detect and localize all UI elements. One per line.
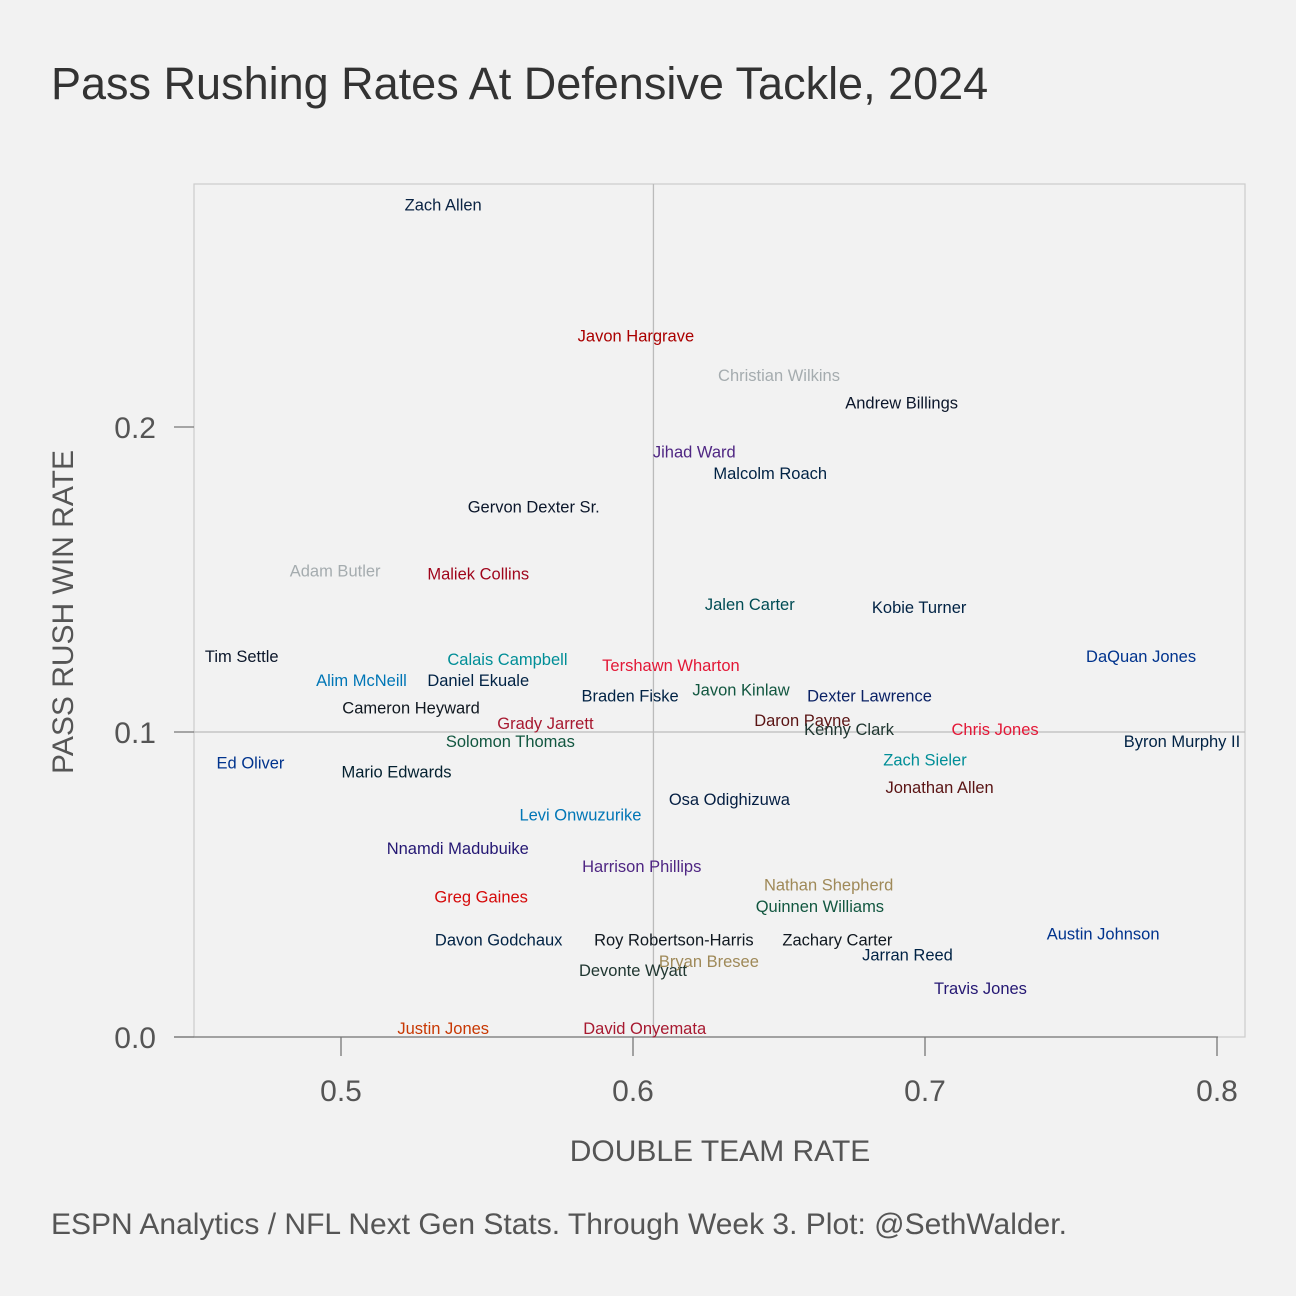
point-label: Davon Godchaux xyxy=(435,931,563,949)
point-label: Cameron Heyward xyxy=(342,700,480,718)
point-labels: Zach Allen Javon Hargrave Christian Wilkin… xyxy=(205,196,1240,1038)
point-label: Mario Edwards xyxy=(341,764,451,782)
point-label: Justin Jones xyxy=(397,1020,489,1038)
point-label: DaQuan Jones xyxy=(1086,648,1196,666)
point-label: Austin Johnson xyxy=(1047,925,1160,943)
y-tick-label: 0.0 xyxy=(114,1022,156,1055)
point-label: Grady Jarrett xyxy=(497,715,594,733)
point-label: Alim McNeill xyxy=(316,672,407,690)
y-tick-label: 0.1 xyxy=(114,717,156,750)
axes: 0.5 0.6 0.7 0.8 0.0 0.1 0.2 xyxy=(114,412,1238,1108)
point-label: Solomon Thomas xyxy=(446,733,575,751)
x-tick-label: 0.5 xyxy=(320,1075,362,1108)
point-label: Christian Wilkins xyxy=(718,367,840,385)
chart-title: Pass Rushing Rates At Defensive Tackle, … xyxy=(51,58,989,109)
point-label: Jarran Reed xyxy=(862,947,953,965)
point-label: Zachary Carter xyxy=(782,931,893,949)
point-label: Calais Campbell xyxy=(447,651,567,669)
point-label: Nathan Shepherd xyxy=(764,877,893,895)
point-label: Travis Jones xyxy=(934,980,1027,998)
point-label: Ed Oliver xyxy=(217,755,285,773)
point-label: Malcolm Roach xyxy=(713,465,827,483)
point-label: Greg Gaines xyxy=(434,889,528,907)
point-label: Harrison Phillips xyxy=(582,858,701,876)
point-label: Kenny Clark xyxy=(804,721,895,739)
point-label: Zach Allen xyxy=(405,196,482,214)
point-label: Javon Kinlaw xyxy=(692,681,789,699)
point-label: Javon Hargrave xyxy=(578,328,694,346)
reference-lines xyxy=(194,184,1245,1037)
point-label: Jihad Ward xyxy=(653,443,736,461)
point-label: Devonte Wyatt xyxy=(579,962,687,980)
chart-caption: ESPN Analytics / NFL Next Gen Stats. Thr… xyxy=(51,1208,1067,1241)
point-label: Tershawn Wharton xyxy=(602,657,740,675)
point-label: Chris Jones xyxy=(952,721,1039,739)
point-label: Maliek Collins xyxy=(427,565,529,583)
point-label: Andrew Billings xyxy=(845,395,958,413)
point-label: Braden Fiske xyxy=(581,687,678,705)
point-label: Dexter Lawrence xyxy=(807,687,932,705)
point-label: Jonathan Allen xyxy=(885,779,993,797)
point-label: Byron Murphy II xyxy=(1124,733,1240,751)
point-label: Adam Butler xyxy=(290,562,381,580)
point-label: Kobie Turner xyxy=(872,599,967,617)
x-tick-label: 0.6 xyxy=(612,1075,654,1108)
point-label: Daron Payne xyxy=(754,712,850,730)
point-label: Levi Onwuzurike xyxy=(519,806,641,824)
point-label: Tim Settle xyxy=(205,648,279,666)
point-label: Quinnen Williams xyxy=(756,898,884,916)
point-label: Gervon Dexter Sr. xyxy=(468,498,600,516)
plot-panel xyxy=(193,183,1246,1038)
point-label: Jalen Carter xyxy=(705,596,795,614)
point-label: Osa Odighizuwa xyxy=(669,791,791,809)
point-label: Daniel Ekuale xyxy=(427,672,529,690)
x-tick-label: 0.7 xyxy=(904,1075,946,1108)
point-label: David Onyemata xyxy=(583,1020,707,1038)
point-label: Nnamdi Madubuike xyxy=(387,840,529,858)
point-label: Zach Sieler xyxy=(883,751,967,769)
y-tick-label: 0.2 xyxy=(114,412,156,445)
x-tick-label: 0.8 xyxy=(1196,1075,1238,1108)
x-axis-label: DOUBLE TEAM RATE xyxy=(570,1135,871,1168)
point-label: Bryan Bresee xyxy=(659,953,759,971)
y-axis-label: PASS RUSH WIN RATE xyxy=(47,450,80,774)
point-label: Roy Robertson-Harris xyxy=(594,931,754,949)
